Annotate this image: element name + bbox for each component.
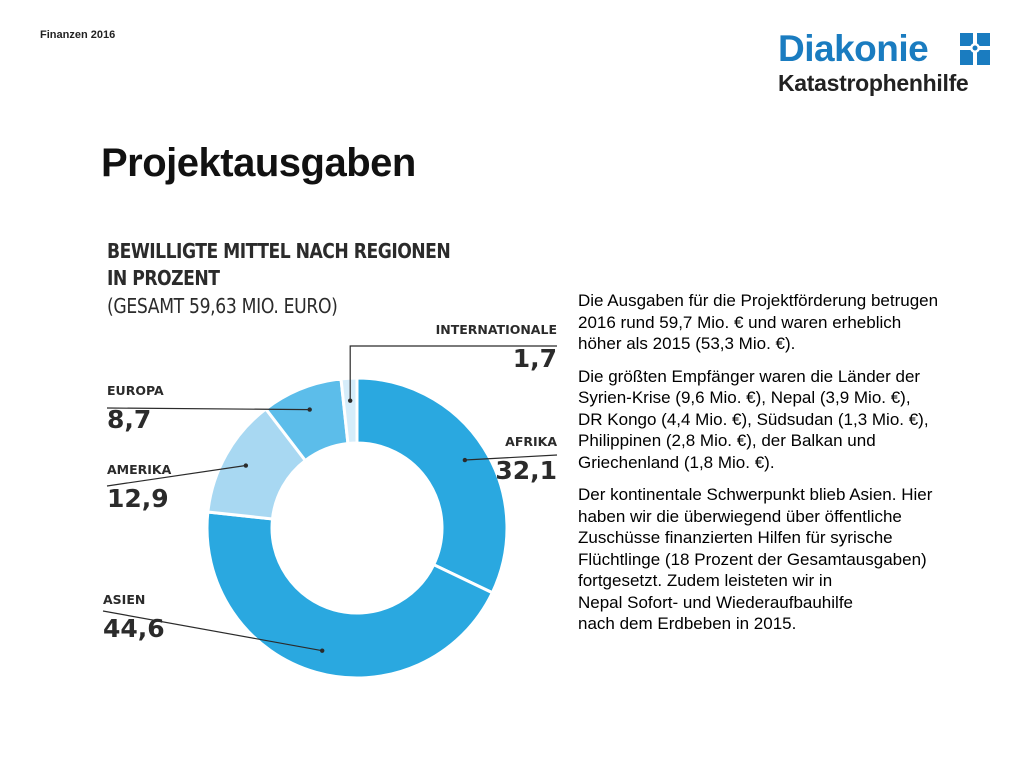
logo-text-katastrophenhilfe: Katastrophenhilfe (778, 70, 969, 96)
logo-text-diakonie: Diakonie (778, 28, 929, 69)
leader-line-europa (106, 407, 310, 411)
value-amerika: 12,9 (107, 484, 169, 513)
label-internationale: INTERNATIONALE (436, 322, 557, 337)
value-europa: 8,7 (107, 405, 151, 434)
leader-line-afrika (464, 454, 558, 461)
leader-line-internationale (349, 345, 557, 401)
leader-dot-afrika (462, 457, 468, 463)
slice-asien (205, 510, 495, 680)
leader-line-amerika (106, 464, 246, 487)
chart-title-line2: IN PROZENT (107, 266, 220, 290)
paragraph-2: Die größten Empfänger waren die Länder d… (578, 366, 929, 472)
leader-line-asien (102, 610, 323, 652)
diakonie-cross-icon (960, 33, 990, 65)
leader-dot-asien (319, 648, 325, 653)
section-label: Finanzen 2016 (40, 29, 116, 41)
label-asien: ASIEN (103, 592, 145, 607)
body-text: Die Ausgaben für die Projektförderung be… (578, 290, 1008, 646)
chart-title: BEWILLIGTE MITTEL NACH REGIONEN IN PROZE… (107, 238, 451, 292)
leader-dot-internationale (347, 398, 353, 403)
leader-dot-amerika (243, 463, 249, 468)
value-internationale: 1,7 (513, 344, 557, 373)
chart-title-line1: BEWILLIGTE MITTEL NACH REGIONEN (107, 239, 451, 263)
label-afrika: AFRIKA (505, 434, 557, 449)
label-europa: EUROPA (107, 383, 164, 398)
page-title: Projektausgaben (101, 141, 416, 185)
value-afrika: 32,1 (495, 456, 557, 485)
diakonie-logo: Diakonie Katastrophenhilfe (778, 30, 993, 100)
leader-dot-europa (307, 407, 312, 412)
value-asien: 44,6 (103, 614, 165, 643)
chart-subtitle: (GESAMT 59,63 MIO. EURO) (107, 294, 338, 318)
label-amerika: AMERIKA (107, 462, 172, 477)
slice-afrika (355, 376, 509, 595)
paragraph-1: Die Ausgaben für die Projektförderung be… (578, 291, 939, 353)
paragraph-3: Der kontinentale Schwerpunkt blieb Asien… (578, 485, 933, 633)
slice-internationale (339, 376, 359, 446)
